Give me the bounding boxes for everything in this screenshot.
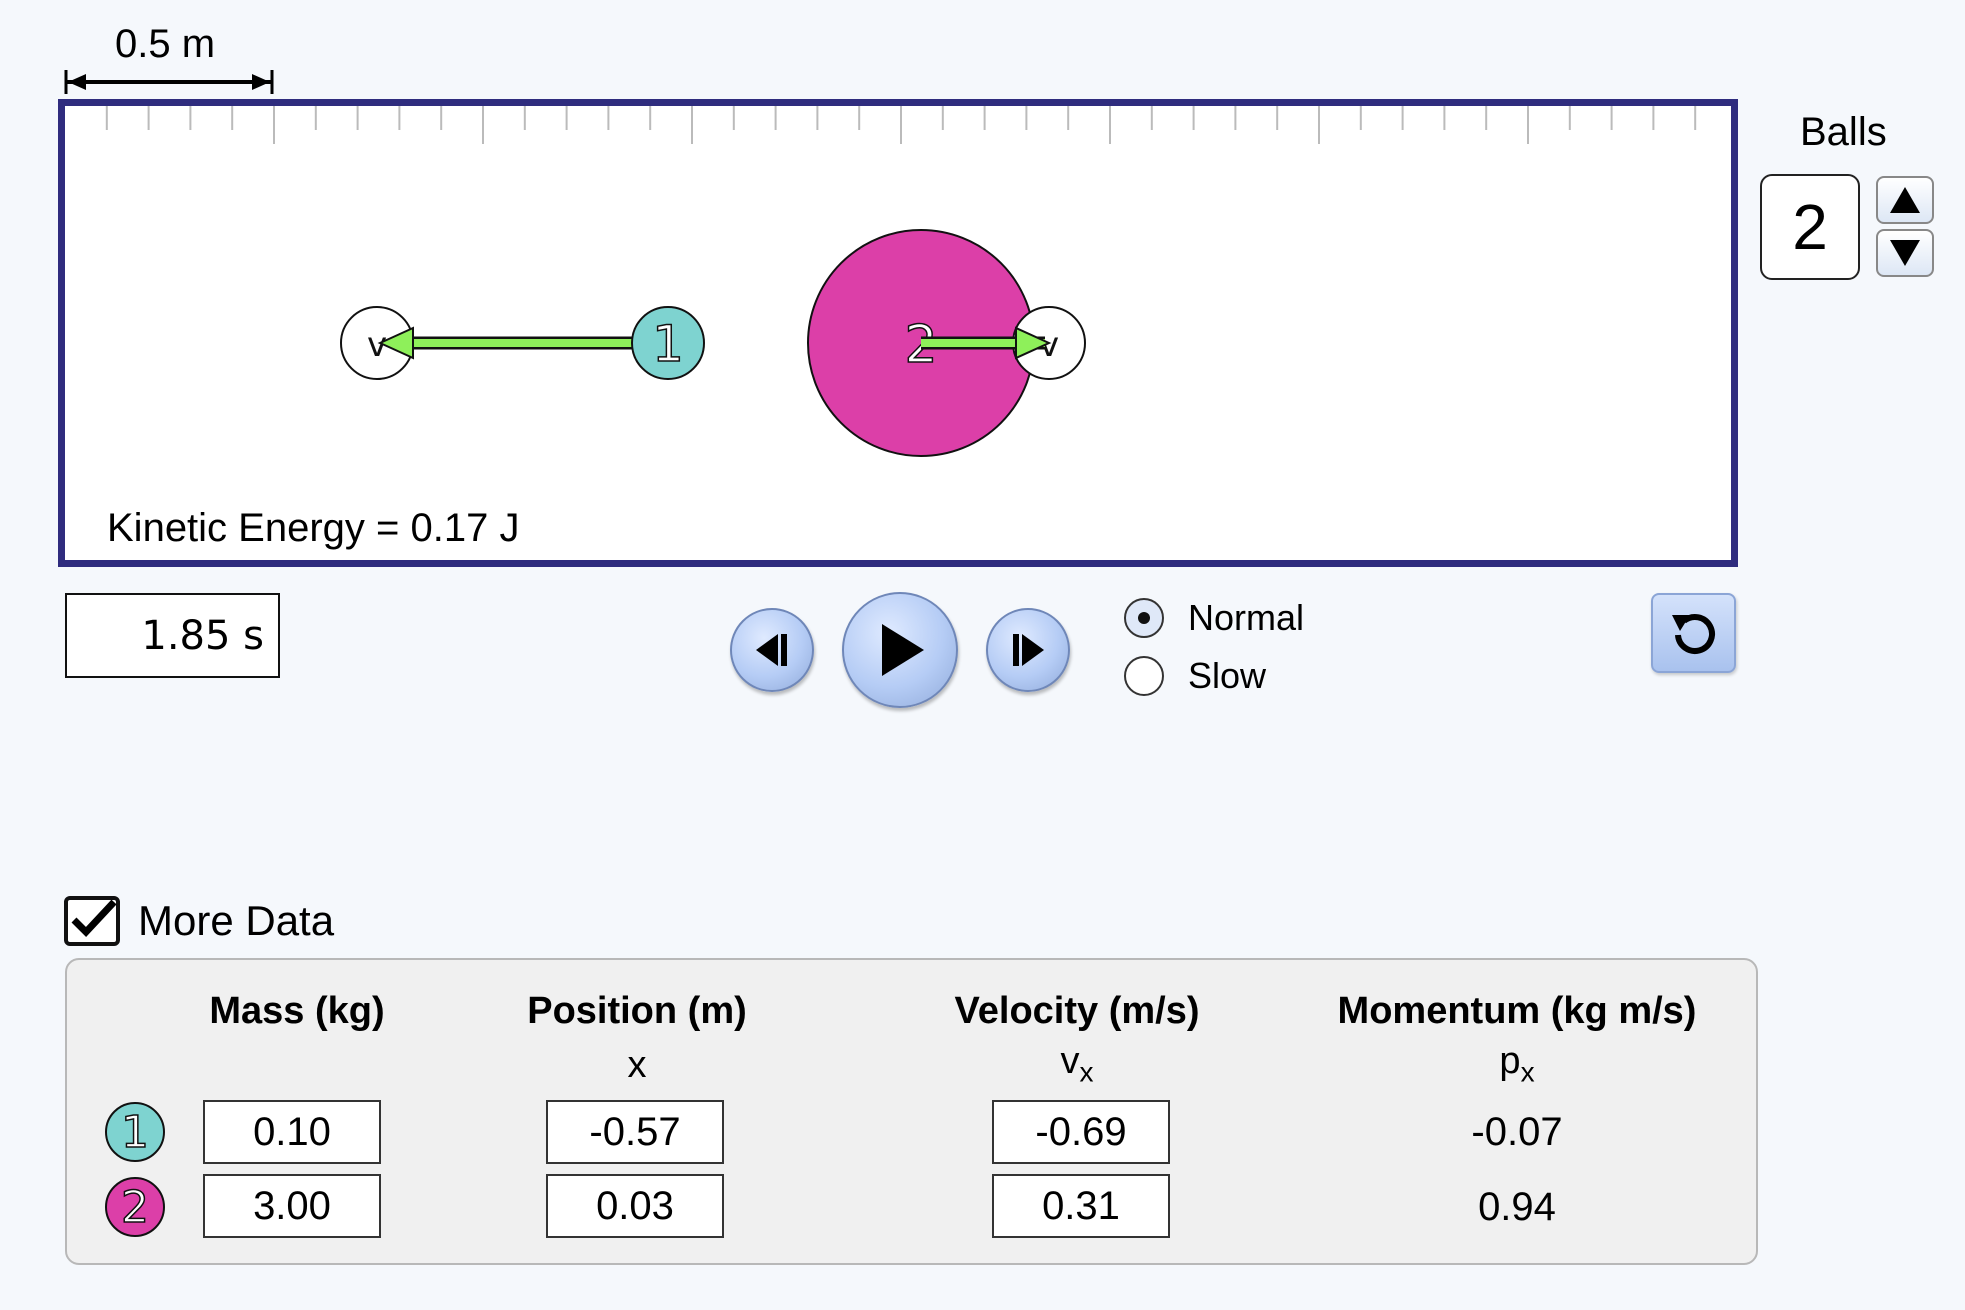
ball-1[interactable]: 1 (631, 306, 705, 380)
ball-2-velocity-input[interactable]: 0.31 (992, 1174, 1170, 1238)
data-panel: Mass (kg) Position (m) Velocity (m/s) Mo… (65, 958, 1758, 1265)
ball-1-arrow-head (377, 326, 414, 360)
momentum-header: Momentum (kg m/s) (1337, 990, 1697, 1032)
balls-decrement-button[interactable] (1876, 229, 1934, 277)
ball-1-number: 1 (652, 315, 684, 373)
speed-slow-radio[interactable]: Slow (1124, 655, 1266, 697)
velocity-header: Velocity (m/s) (954, 990, 1200, 1032)
more-data-toggle[interactable]: More Data (64, 896, 334, 946)
mass-header: Mass (kg) (209, 990, 385, 1032)
ball-2-position-input[interactable]: 0.03 (546, 1174, 724, 1238)
checkmark-icon (71, 899, 117, 938)
ruler-ticks: 1 v 2 v (105, 106, 1697, 457)
radio-selected-indicator[interactable] (1124, 598, 1164, 638)
play-button[interactable] (842, 592, 958, 708)
step-forward-icon (1013, 634, 1044, 666)
triangle-down-icon (1890, 240, 1920, 266)
ball-1-velocity-input[interactable]: -0.69 (992, 1100, 1170, 1164)
step-forward-button[interactable] (986, 608, 1070, 692)
ball-2-mass-input[interactable]: 3.00 (203, 1174, 381, 1238)
step-back-icon (756, 634, 787, 666)
kinetic-energy-readout: Kinetic Energy = 0.17 J (107, 506, 520, 550)
scale-label: 0.5 m (115, 22, 216, 66)
reset-icon (1671, 614, 1715, 654)
play-icon (882, 624, 924, 676)
speed-normal-label: Normal (1188, 597, 1305, 638)
speed-normal-radio[interactable]: Normal (1124, 597, 1304, 639)
ball-1-badge: 1 (105, 1102, 165, 1162)
reset-button[interactable] (1651, 593, 1736, 673)
ball-1-mass-input[interactable]: 0.10 (203, 1100, 381, 1164)
position-subheader: x (627, 1044, 647, 1086)
balls-label: Balls (1800, 110, 1887, 154)
ball-1-momentum-value: -0.07 (1471, 1110, 1563, 1154)
speed-slow-label: Slow (1188, 655, 1267, 696)
step-back-button[interactable] (730, 608, 814, 692)
play-area[interactable]: 1 v 2 v Kinetic Energy = 0.17 J (58, 99, 1738, 567)
velocity-subheader: vx (1060, 1040, 1094, 1088)
ball-2-arrow-head (1015, 326, 1052, 360)
momentum-subheader: px (1499, 1040, 1535, 1088)
ball-1-position-input[interactable]: -0.57 (546, 1100, 724, 1164)
radio-unselected-indicator[interactable] (1124, 656, 1164, 696)
balls-count-value: 2 (1760, 174, 1860, 280)
ball-2-momentum-value: 0.94 (1478, 1185, 1556, 1229)
more-data-checkbox[interactable] (64, 896, 120, 946)
ball-2-velocity-label: v (1039, 325, 1059, 365)
more-data-label: More Data (138, 897, 335, 944)
time-readout: 1.85 s (65, 593, 280, 678)
ball-1-velocity-label: v (367, 325, 387, 365)
ball-2-badge: 2 (105, 1177, 165, 1237)
ball-1-velocity-handle[interactable]: v (340, 306, 414, 380)
scale-bar (64, 70, 274, 94)
position-header: Position (m) (527, 990, 747, 1032)
balls-increment-button[interactable] (1876, 176, 1934, 224)
triangle-up-icon (1890, 187, 1920, 213)
